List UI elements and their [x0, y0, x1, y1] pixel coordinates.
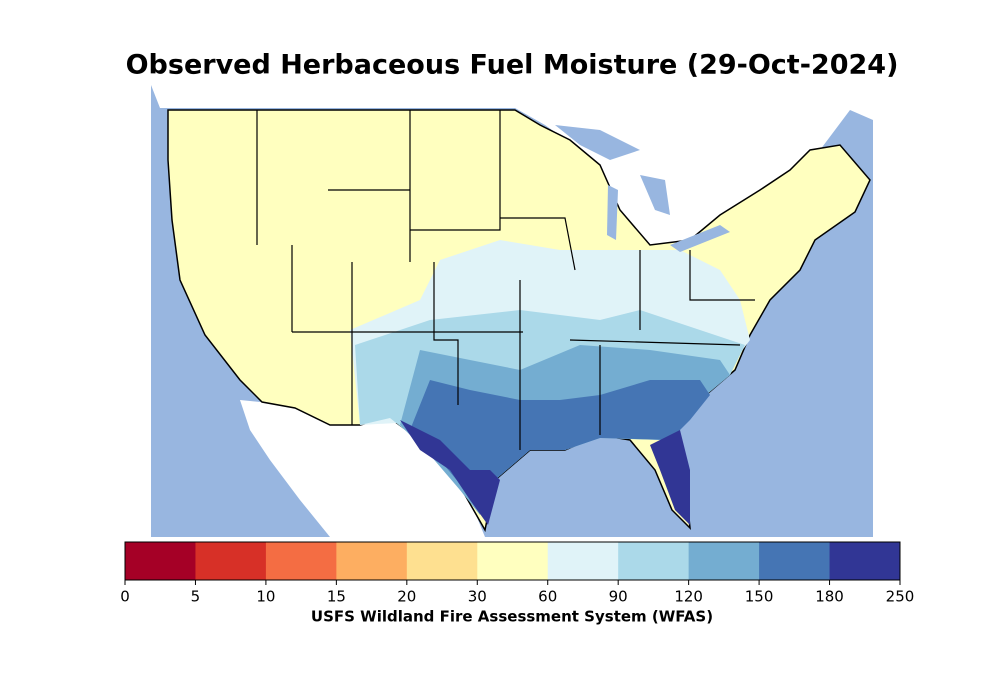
colorbar-segment — [829, 542, 901, 580]
colorbar-segment — [336, 542, 408, 580]
colorbar-tick-label: 10 — [256, 588, 275, 606]
great-lakes — [640, 175, 670, 215]
mexico — [240, 400, 485, 537]
colorbar-tick-label: 60 — [538, 588, 557, 606]
colorbar-segment — [195, 542, 267, 580]
colorbar-tick-label: 120 — [674, 588, 703, 606]
colorbar-segment — [265, 542, 337, 580]
great-lakes — [670, 225, 730, 252]
colorbar-frame — [124, 541, 901, 581]
colorbar-tick-label: 90 — [609, 588, 628, 606]
moisture-180-250 — [650, 430, 690, 525]
moisture-180-250 — [400, 420, 500, 525]
colorbar-tick-label: 250 — [886, 588, 915, 606]
colorbar-segment — [759, 542, 831, 580]
colorbar-segment — [477, 542, 549, 580]
colorbar-tick-label: 180 — [815, 588, 844, 606]
colorbar-segment — [125, 542, 196, 580]
colorbar-segment — [406, 542, 478, 580]
great-lakes — [607, 185, 618, 240]
colorbar-tick-label: 20 — [397, 588, 416, 606]
colorbar-tick-label: 150 — [745, 588, 774, 606]
colorbar-tick-label: 30 — [468, 588, 487, 606]
great-lakes — [555, 125, 640, 160]
colorbar-segment — [688, 542, 760, 580]
colorbar-tick-label: 15 — [327, 588, 346, 606]
state-borders — [256, 110, 755, 450]
colorbar-segment — [618, 542, 690, 580]
colorbar-tick-label: 5 — [191, 588, 201, 606]
colorbar: 0 5 10 15 20 30 60 90 120 150 180 250 — [120, 541, 915, 606]
colorbar-label: USFS Wildland Fire Assessment System (WF… — [311, 608, 713, 626]
map-title: Observed Herbaceous Fuel Moisture (29-Oc… — [126, 50, 899, 81]
colorbar-tick-label: 0 — [120, 588, 130, 606]
canada — [151, 85, 873, 250]
map — [151, 85, 873, 537]
colorbar-segment — [547, 542, 619, 580]
